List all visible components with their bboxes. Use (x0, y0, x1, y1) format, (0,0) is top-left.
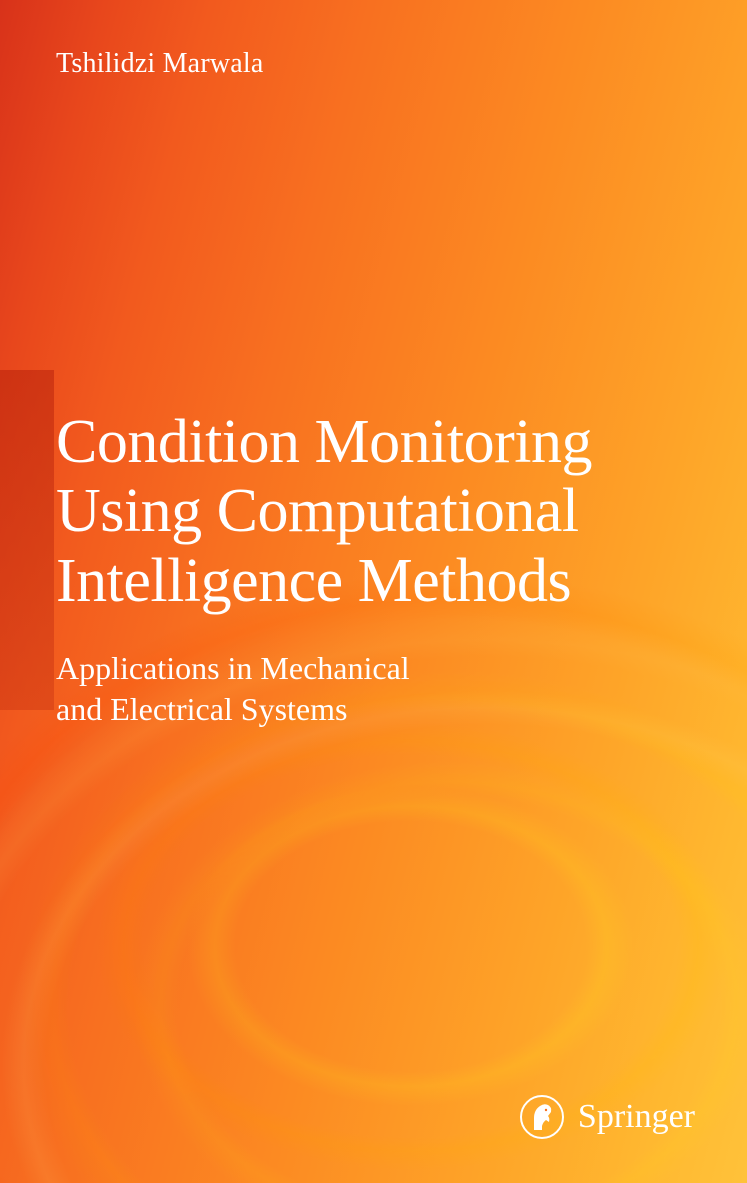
title-line-1: Condition Monitoring (56, 408, 592, 476)
publisher-name: Springer (578, 1098, 695, 1136)
title-line-2: Using Computational (56, 477, 579, 545)
book-title: Condition Monitoring Using Computational… (56, 408, 707, 616)
book-subtitle: Applications in Mechanical and Electrica… (56, 648, 410, 730)
left-accent-band (0, 370, 54, 710)
author-name: Tshilidzi Marwala (56, 48, 264, 80)
publisher-block: Springer (520, 1095, 695, 1139)
title-line-3: Intelligence Methods (56, 547, 571, 615)
subtitle-line-2: and Electrical Systems (56, 691, 347, 727)
subtitle-line-1: Applications in Mechanical (56, 650, 410, 686)
springer-horse-icon (520, 1095, 564, 1139)
book-cover: Tshilidzi Marwala Condition Monitoring U… (0, 0, 747, 1183)
